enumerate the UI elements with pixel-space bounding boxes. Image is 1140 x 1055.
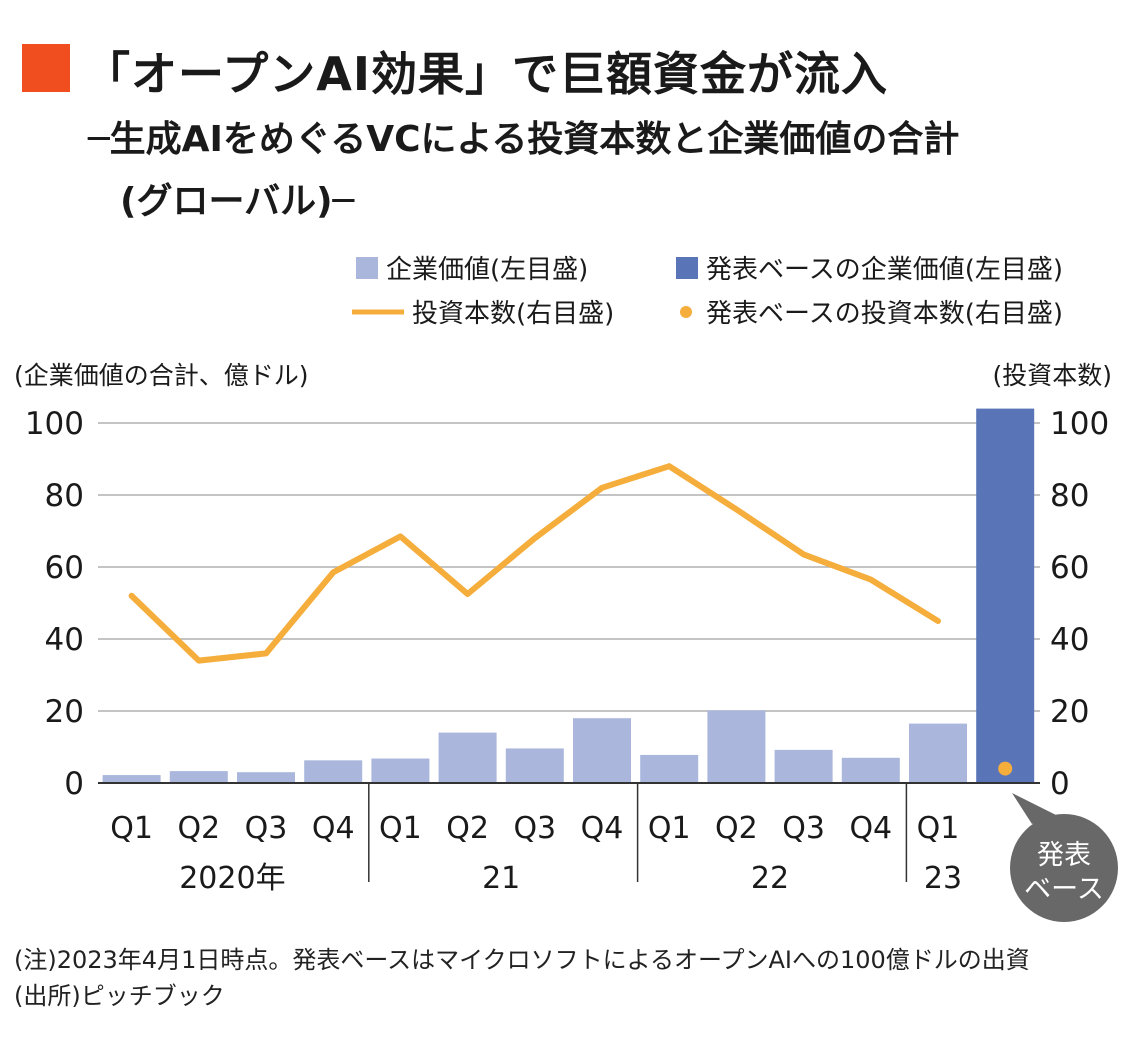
x-tick-label: Q2: [446, 811, 489, 846]
legend-label-point: 発表ベースの投資本数(右目盛): [706, 299, 1063, 329]
bar-enterprise-value: [909, 723, 967, 783]
legend-swatch-bar: [356, 257, 378, 279]
x-tick-label: Q3: [245, 811, 288, 846]
legend-label-line: 投資本数(右目盛): [412, 299, 614, 329]
bar-enterprise-value: [438, 732, 497, 783]
x-tick-label: Q1: [648, 811, 691, 846]
bar-enterprise-value: [169, 771, 228, 783]
y-tick-label-left: 20: [45, 694, 84, 730]
x-tick-label: Q1: [379, 811, 422, 846]
y-tick-label-right: 20: [1050, 694, 1089, 730]
y-tick-label-left: 100: [25, 406, 84, 442]
year-label: 22: [751, 861, 789, 896]
year-label: 2020年: [179, 861, 285, 896]
y-tick-label-right: 60: [1050, 550, 1089, 586]
bar-enterprise-value: [640, 754, 699, 783]
x-tick-label: Q3: [513, 811, 556, 846]
bar-enterprise-value: [371, 758, 430, 783]
legend-swatch-announced-bar: [676, 257, 698, 279]
left-axis-label: (企業価値の合計、億ドル): [14, 361, 309, 390]
bar-enterprise-value: [237, 772, 295, 783]
y-tick-label-left: 60: [45, 550, 84, 586]
year-label: 21: [482, 861, 520, 896]
x-tick-label: Q3: [782, 811, 825, 846]
callout-text-line2: ベース: [1024, 874, 1104, 905]
x-tick-label: Q4: [312, 811, 355, 846]
bar-announced-value: [976, 408, 1035, 783]
bar-enterprise-value: [102, 775, 161, 783]
chart-subtitle-line1: ─生成AIをめぐるVCによる投資本数と企業価値の合計: [88, 119, 960, 160]
callout-pointer: [1012, 793, 1058, 824]
y-tick-label-left: 0: [64, 766, 84, 802]
y-tick-label-right: 0: [1050, 766, 1070, 802]
callout-text-line1: 発表: [1037, 840, 1091, 871]
chart: 企業価値(左目盛) 発表ベースの企業価値(左目盛) 投資本数(右目盛) 発表ベースの投…: [14, 255, 1118, 922]
chart-subtitle-line2: (グローバル)─: [120, 181, 355, 222]
legend-label-bar: 企業価値(左目盛): [386, 255, 588, 285]
y-tick-label-left: 40: [45, 622, 84, 658]
notes: (注)2023年4月1日時点。発表ベースはマイクロソフトによるオープンAIへの1…: [14, 942, 1030, 1014]
chart-title: 「オープンAI効果」で巨額資金が流入: [84, 47, 888, 101]
legend-swatch-point: [680, 306, 692, 318]
title-accent-square: [22, 44, 70, 92]
bar-enterprise-value: [304, 760, 363, 783]
callout-bubble: [1010, 814, 1118, 922]
x-tick-label: Q4: [581, 811, 624, 846]
legend-label-announced-bar: 発表ベースの企業価値(左目盛): [706, 255, 1063, 285]
y-tick-label-right: 100: [1050, 406, 1109, 442]
x-tick-label: Q2: [715, 811, 758, 846]
point-announced-count: [998, 761, 1013, 776]
x-tick-label: Q1: [110, 811, 153, 846]
x-tick-label: Q2: [177, 811, 220, 846]
y-tick-label-left: 80: [45, 478, 84, 514]
line-investment-count: [128, 463, 941, 664]
x-tick-label: Q1: [917, 811, 960, 846]
bar-enterprise-value: [505, 748, 564, 783]
bar-enterprise-value: [841, 757, 900, 783]
note-text: (注)2023年4月1日時点。発表ベースはマイクロソフトによるオープンAIへの1…: [14, 946, 1030, 974]
year-label: 23: [924, 861, 962, 896]
bar-enterprise-value: [707, 710, 766, 783]
bar-enterprise-value: [774, 749, 833, 783]
y-tick-label-right: 80: [1050, 478, 1089, 514]
x-tick-label: Q4: [849, 811, 892, 846]
source-text: (出所)ピッチブック: [14, 982, 225, 1010]
bar-enterprise-value: [573, 718, 631, 783]
y-tick-label-right: 40: [1050, 622, 1089, 658]
right-axis-label: (投資本数): [992, 361, 1112, 390]
